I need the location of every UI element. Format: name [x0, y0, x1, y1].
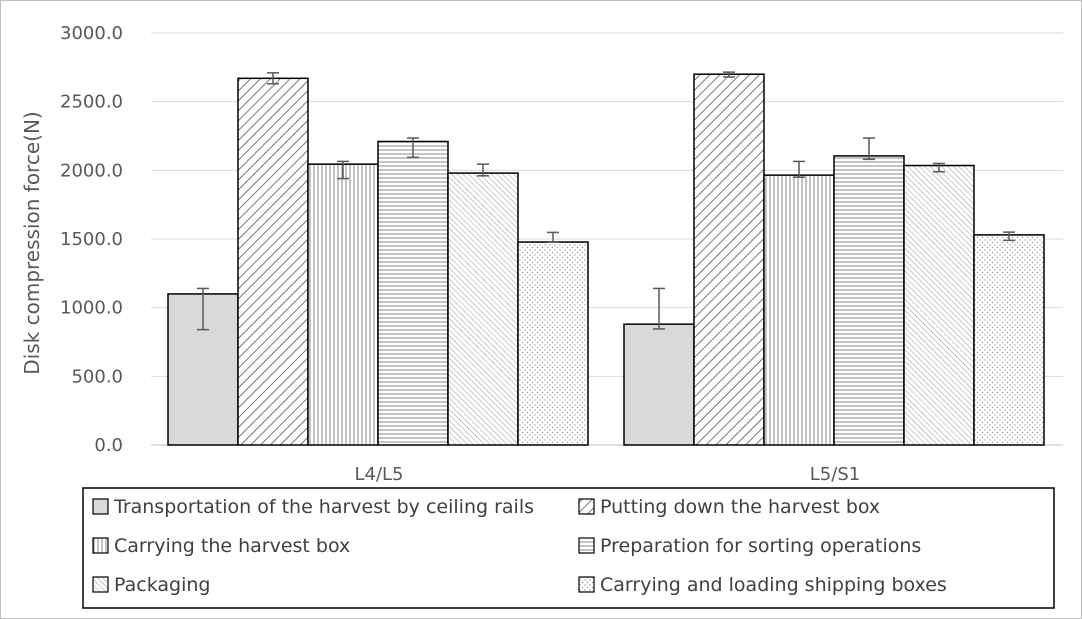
legend-label: Packaging	[114, 574, 210, 596]
y-tick-label: 2000.0	[60, 160, 123, 181]
y-tick-label: 1000.0	[60, 298, 123, 319]
x-category-label: L4/L5	[354, 464, 403, 485]
y-axis-ticks: 0.0 500.0 1000.0 1500.0 2000.0 2500.0 3000.0	[60, 23, 123, 456]
legend-box	[82, 487, 1055, 609]
y-tick-label: 0.0	[94, 435, 123, 456]
error-bar	[793, 160, 805, 178]
bar	[973, 234, 1045, 446]
y-tick-label: 3000.0	[60, 23, 123, 44]
bar	[517, 241, 589, 446]
error-bar	[407, 137, 419, 159]
legend-item: Carrying and loading shipping boxes	[578, 574, 947, 596]
bar	[903, 164, 975, 446]
legend-label: Carrying the harvest box	[114, 535, 350, 557]
x-category-label: L5/S1	[810, 464, 860, 485]
legend-item: Putting down the harvest box	[578, 496, 880, 518]
legend-swatch	[578, 498, 595, 515]
y-tick-label: 500.0	[71, 366, 123, 387]
legend-label: Carrying and loading shipping boxes	[600, 574, 947, 596]
error-bar	[1003, 231, 1015, 242]
error-bar	[863, 137, 875, 161]
error-bar	[267, 72, 279, 85]
y-tick-label: 1500.0	[60, 229, 123, 250]
bar	[447, 172, 519, 446]
error-bar	[477, 163, 489, 177]
error-bar	[653, 287, 665, 330]
error-bar	[723, 71, 735, 78]
bar	[237, 77, 309, 446]
error-bar	[933, 162, 945, 173]
error-bar	[337, 160, 349, 180]
bars	[167, 73, 1045, 446]
legend-label: Transportation of the harvest by ceiling…	[113, 496, 534, 518]
legend-swatch	[578, 576, 595, 593]
bar	[763, 174, 835, 446]
error-bar	[547, 231, 559, 243]
legend-swatch	[92, 498, 109, 515]
bar	[377, 140, 449, 446]
legend-item: Transportation of the harvest by ceiling…	[92, 496, 534, 518]
y-tick-label: 2500.0	[60, 92, 123, 113]
y-axis-title: Disk compression force(N)	[20, 111, 44, 374]
legend-swatch	[92, 576, 109, 593]
legend-label: Preparation for sorting operations	[600, 535, 921, 557]
x-axis-categories: L4/L5 L5/S1	[354, 464, 860, 485]
bar	[833, 155, 905, 446]
legend-item: Carrying the harvest box	[92, 535, 350, 557]
bar	[307, 163, 379, 446]
error-bar	[197, 287, 209, 331]
legend-swatch	[578, 537, 595, 554]
legend-item: Packaging	[92, 574, 210, 596]
legend-label: Putting down the harvest box	[600, 496, 880, 518]
legend-item: Preparation for sorting operations	[578, 535, 921, 557]
error-bars	[197, 71, 1015, 331]
legend: Transportation of the harvest by ceiling…	[82, 487, 1055, 609]
bar	[693, 73, 765, 446]
bar	[623, 323, 695, 446]
legend-swatch	[92, 537, 109, 554]
